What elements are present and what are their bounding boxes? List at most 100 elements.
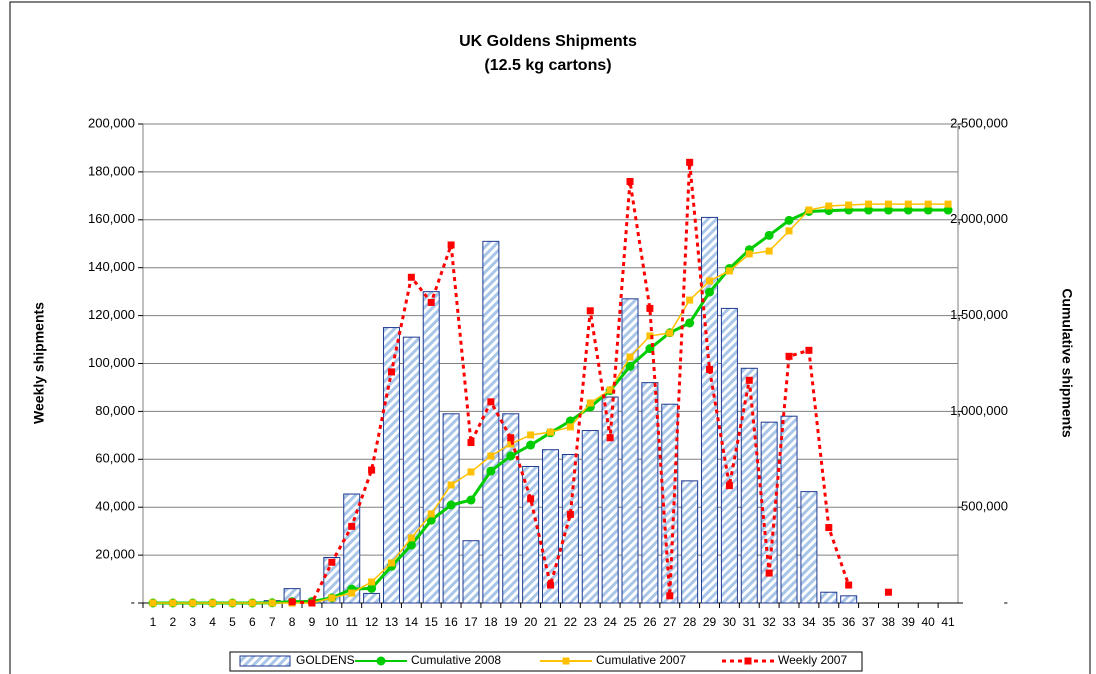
marker — [785, 352, 793, 360]
x-tick-label: 39 — [902, 615, 916, 629]
marker — [527, 495, 535, 503]
y-tick-label: 200,000 — [88, 115, 135, 130]
y-tick-label: 20,000 — [95, 547, 135, 562]
marker — [149, 599, 157, 607]
chart-title: UK Goldens Shipments — [459, 33, 637, 50]
marker — [467, 468, 475, 476]
marker — [387, 559, 395, 567]
bar — [601, 396, 619, 604]
bar — [740, 367, 758, 604]
x-tick-label: 10 — [325, 615, 339, 629]
bar — [720, 307, 738, 604]
marker — [904, 200, 912, 208]
marker — [765, 569, 773, 577]
marker — [805, 206, 813, 214]
x-tick-label: 19 — [504, 615, 518, 629]
marker — [784, 215, 794, 225]
marker — [606, 434, 614, 442]
marker — [427, 510, 435, 518]
marker — [189, 599, 197, 607]
marker — [387, 368, 395, 376]
y-tick-label: 60,000 — [95, 451, 135, 466]
marker — [407, 273, 415, 281]
marker — [368, 466, 376, 474]
x-tick-label: 8 — [289, 615, 296, 629]
x-tick-label: 17 — [464, 615, 478, 629]
x-tick-label: 21 — [544, 615, 558, 629]
marker — [426, 515, 436, 525]
marker — [706, 365, 714, 373]
bar — [402, 336, 420, 604]
x-tick-label: 5 — [229, 615, 236, 629]
y-tick-label: 80,000 — [95, 403, 135, 418]
y2-tick-label: 2,000,000 — [950, 211, 1008, 226]
x-tick-label: 13 — [385, 615, 399, 629]
marker — [666, 592, 674, 600]
marker — [903, 205, 913, 215]
x-tick-label: 6 — [249, 615, 256, 629]
y2-tick-label: 2,500,000 — [950, 115, 1008, 130]
x-tick-label: 15 — [425, 615, 439, 629]
y-tick-label: 160,000 — [88, 211, 135, 226]
x-tick-label: 3 — [189, 615, 196, 629]
x-tick-label: 33 — [782, 615, 796, 629]
marker — [447, 481, 455, 489]
bar — [581, 430, 599, 604]
marker — [686, 296, 694, 304]
x-tick-label: 4 — [209, 615, 216, 629]
x-tick-label: 24 — [603, 615, 617, 629]
marker — [725, 482, 733, 490]
y-axis-title: Weekly shipments — [31, 302, 47, 424]
x-tick-label: 9 — [309, 615, 316, 629]
x-tick-label: 38 — [882, 615, 896, 629]
marker — [507, 434, 515, 442]
marker — [764, 230, 774, 240]
bar — [641, 382, 659, 604]
y2-tick-label: 1,000,000 — [950, 403, 1008, 418]
marker — [586, 399, 594, 407]
marker — [547, 581, 554, 589]
marker — [884, 588, 892, 596]
x-tick-label: 16 — [444, 615, 458, 629]
marker — [487, 452, 495, 460]
marker — [526, 440, 536, 450]
marker — [765, 247, 773, 255]
x-tick-label: 1 — [150, 615, 157, 629]
bar — [760, 421, 778, 604]
y-tick-label: - — [131, 594, 135, 609]
marker — [705, 287, 715, 297]
marker — [328, 558, 336, 566]
marker — [506, 451, 516, 461]
marker — [805, 346, 813, 354]
legend-marker — [376, 656, 386, 666]
chart-subtitle: (12.5 kg cartons) — [484, 57, 611, 74]
marker — [685, 318, 695, 328]
marker — [547, 428, 554, 436]
bar — [820, 591, 838, 604]
marker — [407, 534, 415, 542]
marker — [924, 200, 932, 208]
marker — [864, 205, 874, 215]
marker — [883, 205, 893, 215]
y-tick-label: 120,000 — [88, 307, 135, 322]
x-tick-label: 7 — [269, 615, 276, 629]
y2-tick-label: - — [1004, 594, 1008, 609]
y2-tick-label: 500,000 — [961, 499, 1008, 514]
y-tick-label: 140,000 — [88, 259, 135, 274]
marker — [845, 201, 853, 209]
x-tick-label: 12 — [365, 615, 379, 629]
marker — [706, 277, 714, 285]
y-tick-label: 40,000 — [95, 499, 135, 514]
x-tick-label: 32 — [762, 615, 776, 629]
bar — [522, 465, 540, 604]
x-tick-label: 28 — [683, 615, 697, 629]
bar — [621, 298, 639, 604]
marker — [427, 298, 435, 306]
marker — [328, 594, 336, 602]
marker — [646, 332, 654, 340]
marker — [923, 205, 933, 215]
legend-label: Cumulative 2007 — [596, 653, 686, 667]
marker — [348, 589, 356, 597]
marker — [486, 466, 496, 476]
